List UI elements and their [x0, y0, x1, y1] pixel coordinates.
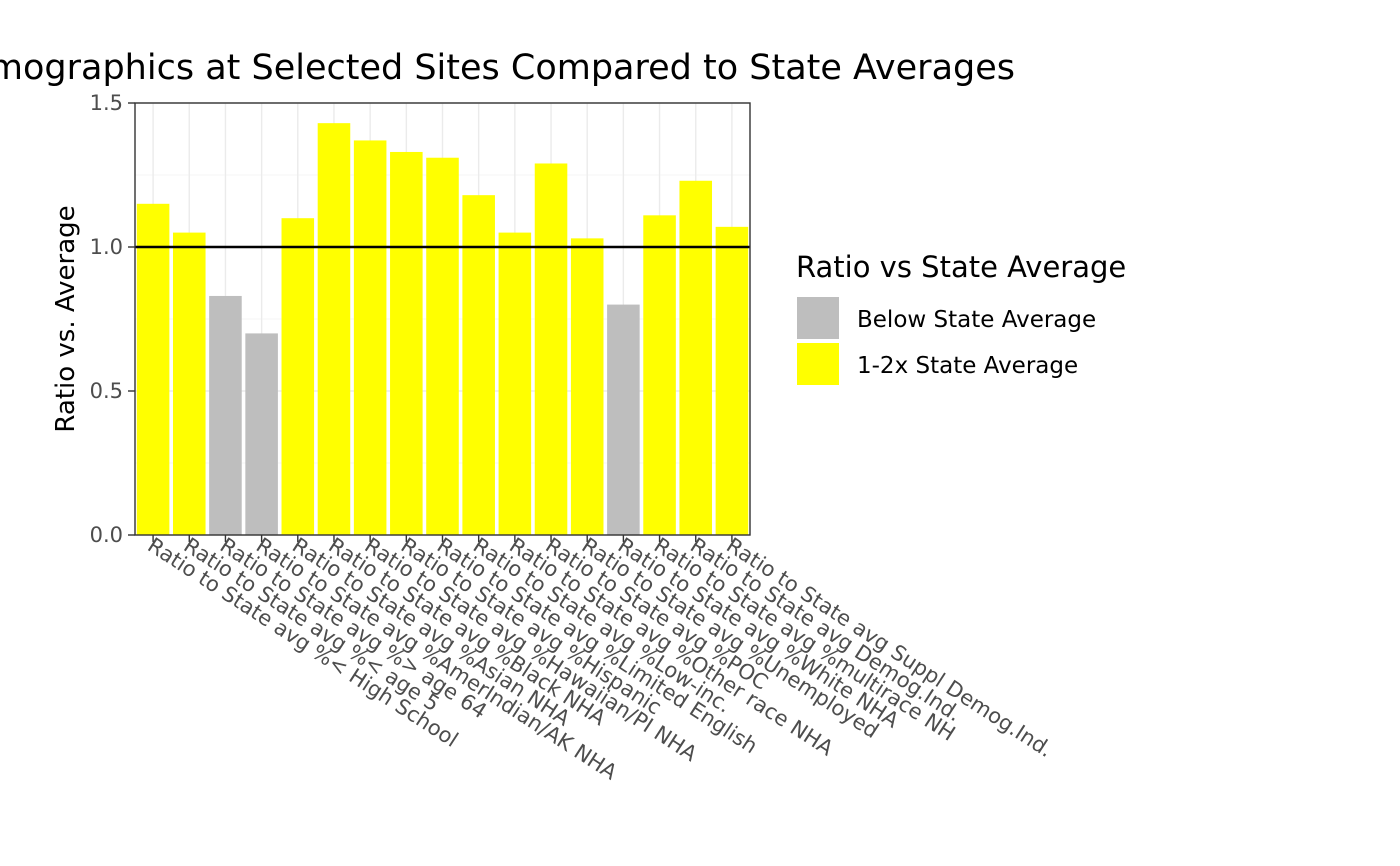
legend-label: Below State Average — [857, 307, 1096, 333]
legend-label: 1-2x State Average — [857, 353, 1078, 379]
bar — [172, 232, 206, 535]
y-tick-label: 1.5 — [90, 91, 123, 115]
bar — [390, 151, 423, 535]
bar — [353, 140, 387, 535]
bar — [462, 195, 495, 535]
bar — [498, 232, 532, 535]
bar — [643, 215, 676, 535]
bar — [245, 333, 278, 535]
bars — [136, 123, 749, 536]
bar — [679, 180, 713, 535]
chart-title: Demographics at Selected Sites Compared … — [0, 48, 1015, 88]
legend-title: Ratio vs State Average — [796, 250, 1126, 284]
legend-swatch — [797, 297, 839, 339]
y-tick-label: 0.5 — [90, 379, 123, 403]
bar — [317, 123, 351, 535]
bar — [534, 163, 568, 536]
bar — [209, 295, 242, 535]
legend-swatch — [797, 343, 839, 385]
bar — [570, 238, 604, 536]
bar — [136, 203, 170, 536]
bar — [715, 226, 749, 535]
y-tick-label: 1.0 — [90, 235, 123, 259]
bar — [281, 218, 315, 535]
y-tick-label: 0.0 — [90, 523, 123, 547]
bar — [426, 157, 459, 535]
bar — [607, 304, 640, 535]
legend: Ratio vs State Average Below State Avera… — [796, 250, 1126, 385]
y-axis-title: Ratio vs. Average — [51, 205, 81, 432]
